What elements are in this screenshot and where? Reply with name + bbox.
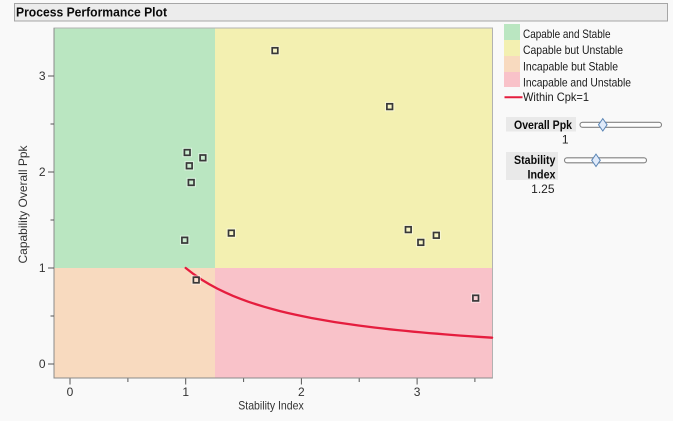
svg-text:1: 1 [39, 261, 46, 275]
svg-text:2: 2 [39, 165, 46, 179]
svg-text:Process Performance Plot: Process Performance Plot [16, 5, 168, 20]
svg-text:3: 3 [39, 69, 46, 83]
svg-text:Incapable but Stable: Incapable but Stable [523, 59, 618, 73]
svg-text:Index: Index [528, 167, 556, 181]
svg-text:1.25: 1.25 [531, 182, 555, 196]
svg-text:1: 1 [562, 133, 569, 147]
svg-text:0: 0 [67, 385, 74, 399]
svg-text:Stability Index: Stability Index [238, 399, 304, 413]
svg-text:Incapable and Unstable: Incapable and Unstable [523, 75, 631, 89]
svg-text:1: 1 [182, 385, 189, 399]
svg-text:2: 2 [298, 385, 305, 399]
svg-text:Capable but Unstable: Capable but Unstable [523, 43, 623, 57]
svg-text:Capability Overall Ppk: Capability Overall Ppk [16, 145, 30, 264]
svg-text:Within Cpk=1: Within Cpk=1 [523, 90, 589, 104]
svg-text:Overall Ppk: Overall Ppk [514, 118, 572, 132]
svg-text:0: 0 [39, 357, 46, 371]
svg-text:Capable and Stable: Capable and Stable [523, 27, 611, 41]
svg-text:Stability: Stability [514, 153, 556, 167]
svg-text:3: 3 [414, 385, 421, 399]
